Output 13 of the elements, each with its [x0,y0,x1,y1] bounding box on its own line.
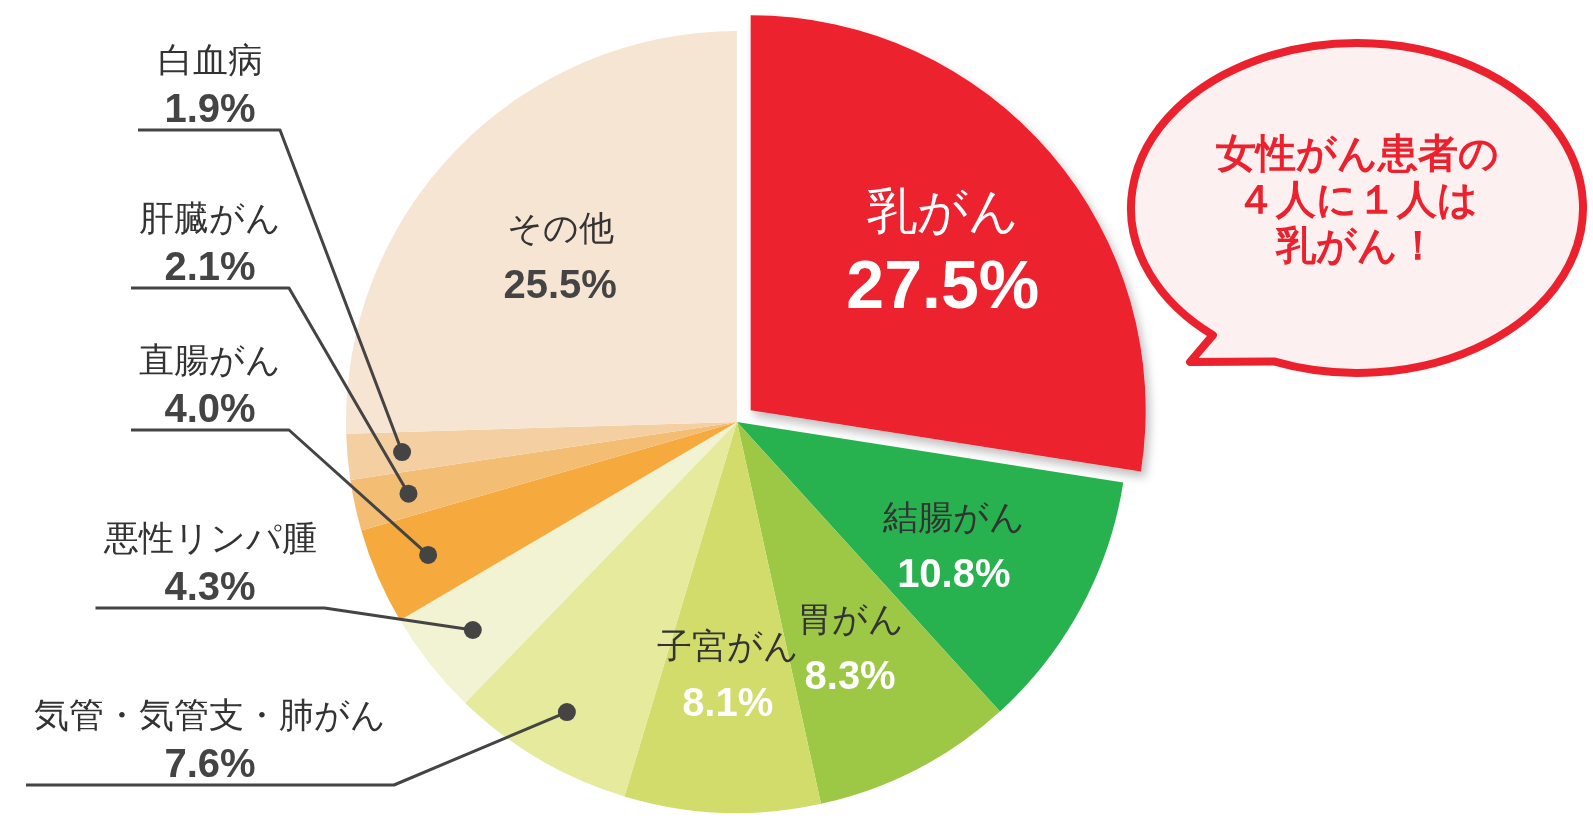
text: ４人に１人は [1236,177,1478,221]
label: 気管・気管支・肺がん 7.6% [34,695,386,785]
label: 乳がん 27.5% [846,182,1040,322]
label: 胃がん 8.3% [796,598,904,697]
label: その他 25.5% [503,208,617,307]
label: 子宮がん 8.1% [656,626,799,725]
text: 乳がん！ [1275,223,1438,267]
label: 肝臓がん 2.1% [139,198,281,288]
label: 悪性リンパ腫 4.3% [103,518,317,608]
text: 女性がん患者の [1215,131,1499,175]
label: 白血病 1.9% [157,40,263,130]
label: 結腸がん 10.8% [882,496,1025,595]
label: 直腸がん 4.0% [139,340,281,430]
